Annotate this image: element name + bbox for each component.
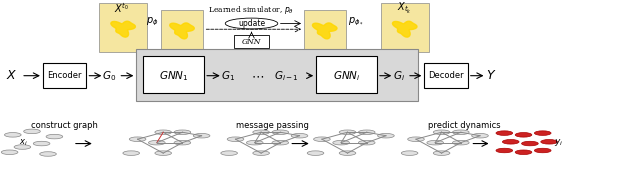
Text: $G_1$: $G_1$: [221, 69, 236, 83]
Polygon shape: [392, 21, 417, 37]
Text: $X_{t_k}$: $X_{t_k}$: [397, 1, 412, 16]
Circle shape: [40, 152, 56, 156]
Text: $\cdots$: $\cdots$: [251, 69, 264, 82]
Text: $G_i$: $G_i$: [393, 69, 404, 83]
Circle shape: [502, 140, 519, 144]
Circle shape: [472, 133, 488, 138]
Circle shape: [452, 140, 469, 145]
FancyBboxPatch shape: [381, 3, 429, 52]
Circle shape: [221, 151, 237, 155]
Circle shape: [246, 140, 263, 145]
Text: $Y$: $Y$: [486, 69, 496, 82]
Ellipse shape: [225, 18, 278, 29]
Circle shape: [307, 151, 324, 155]
Text: Encoder: Encoder: [47, 71, 82, 80]
Circle shape: [427, 140, 444, 145]
Text: $G_0$: $G_0$: [102, 69, 116, 83]
Text: update: update: [238, 19, 265, 28]
Circle shape: [253, 130, 269, 135]
Text: $GNN_i$: $GNN_i$: [333, 69, 360, 83]
Circle shape: [314, 137, 330, 141]
Circle shape: [1, 150, 18, 155]
Circle shape: [408, 137, 424, 141]
Polygon shape: [111, 21, 136, 37]
Text: predict dynamics: predict dynamics: [428, 121, 500, 130]
Text: $X^{t_0}$: $X^{t_0}$: [114, 1, 129, 15]
FancyBboxPatch shape: [43, 63, 86, 88]
FancyBboxPatch shape: [424, 63, 468, 88]
Circle shape: [333, 140, 349, 145]
Circle shape: [515, 150, 532, 155]
Circle shape: [339, 151, 356, 155]
Circle shape: [378, 133, 394, 138]
Circle shape: [33, 141, 50, 146]
FancyBboxPatch shape: [304, 10, 346, 49]
Circle shape: [193, 133, 210, 138]
FancyBboxPatch shape: [234, 35, 269, 48]
Text: message passing: message passing: [236, 121, 308, 130]
Circle shape: [433, 151, 450, 155]
Circle shape: [272, 140, 289, 145]
Circle shape: [515, 133, 532, 137]
Circle shape: [14, 145, 31, 149]
Text: $p_\phi$: $p_\phi$: [146, 15, 159, 28]
FancyBboxPatch shape: [316, 56, 377, 93]
Circle shape: [4, 133, 21, 137]
Circle shape: [358, 140, 375, 145]
FancyBboxPatch shape: [136, 49, 418, 101]
Text: $G_{i-1}$: $G_{i-1}$: [275, 69, 299, 83]
Circle shape: [148, 140, 165, 145]
Circle shape: [339, 130, 356, 135]
Circle shape: [534, 131, 551, 135]
Circle shape: [272, 130, 289, 135]
Text: $X$: $X$: [6, 69, 17, 82]
Circle shape: [155, 151, 172, 155]
Text: Decoder: Decoder: [428, 71, 464, 80]
Circle shape: [452, 130, 469, 135]
FancyBboxPatch shape: [99, 3, 147, 52]
Circle shape: [496, 148, 513, 153]
FancyBboxPatch shape: [161, 10, 203, 49]
Circle shape: [358, 130, 375, 135]
Circle shape: [496, 131, 513, 135]
Text: construct graph: construct graph: [31, 121, 97, 130]
Circle shape: [541, 140, 557, 144]
Text: $GNN_1$: $GNN_1$: [159, 69, 189, 83]
Circle shape: [433, 130, 450, 135]
Circle shape: [291, 133, 308, 138]
Circle shape: [174, 130, 191, 135]
Circle shape: [174, 140, 191, 145]
Circle shape: [24, 129, 40, 134]
Text: GNN: GNN: [242, 38, 261, 46]
Text: Learned simulator, $p_\theta$: Learned simulator, $p_\theta$: [209, 4, 294, 16]
Circle shape: [123, 151, 140, 155]
Circle shape: [401, 151, 418, 155]
Circle shape: [534, 148, 551, 153]
Polygon shape: [312, 23, 337, 39]
Text: $p_{\phi_*}$: $p_{\phi_*}$: [348, 15, 364, 28]
FancyBboxPatch shape: [143, 56, 204, 93]
Text: $x_i$: $x_i$: [19, 137, 28, 148]
Circle shape: [522, 141, 538, 146]
Circle shape: [155, 130, 172, 135]
Text: $y_i$: $y_i$: [554, 137, 563, 148]
Circle shape: [46, 134, 63, 139]
Circle shape: [253, 151, 269, 155]
Circle shape: [129, 137, 146, 141]
Circle shape: [227, 137, 244, 141]
Polygon shape: [170, 23, 195, 39]
